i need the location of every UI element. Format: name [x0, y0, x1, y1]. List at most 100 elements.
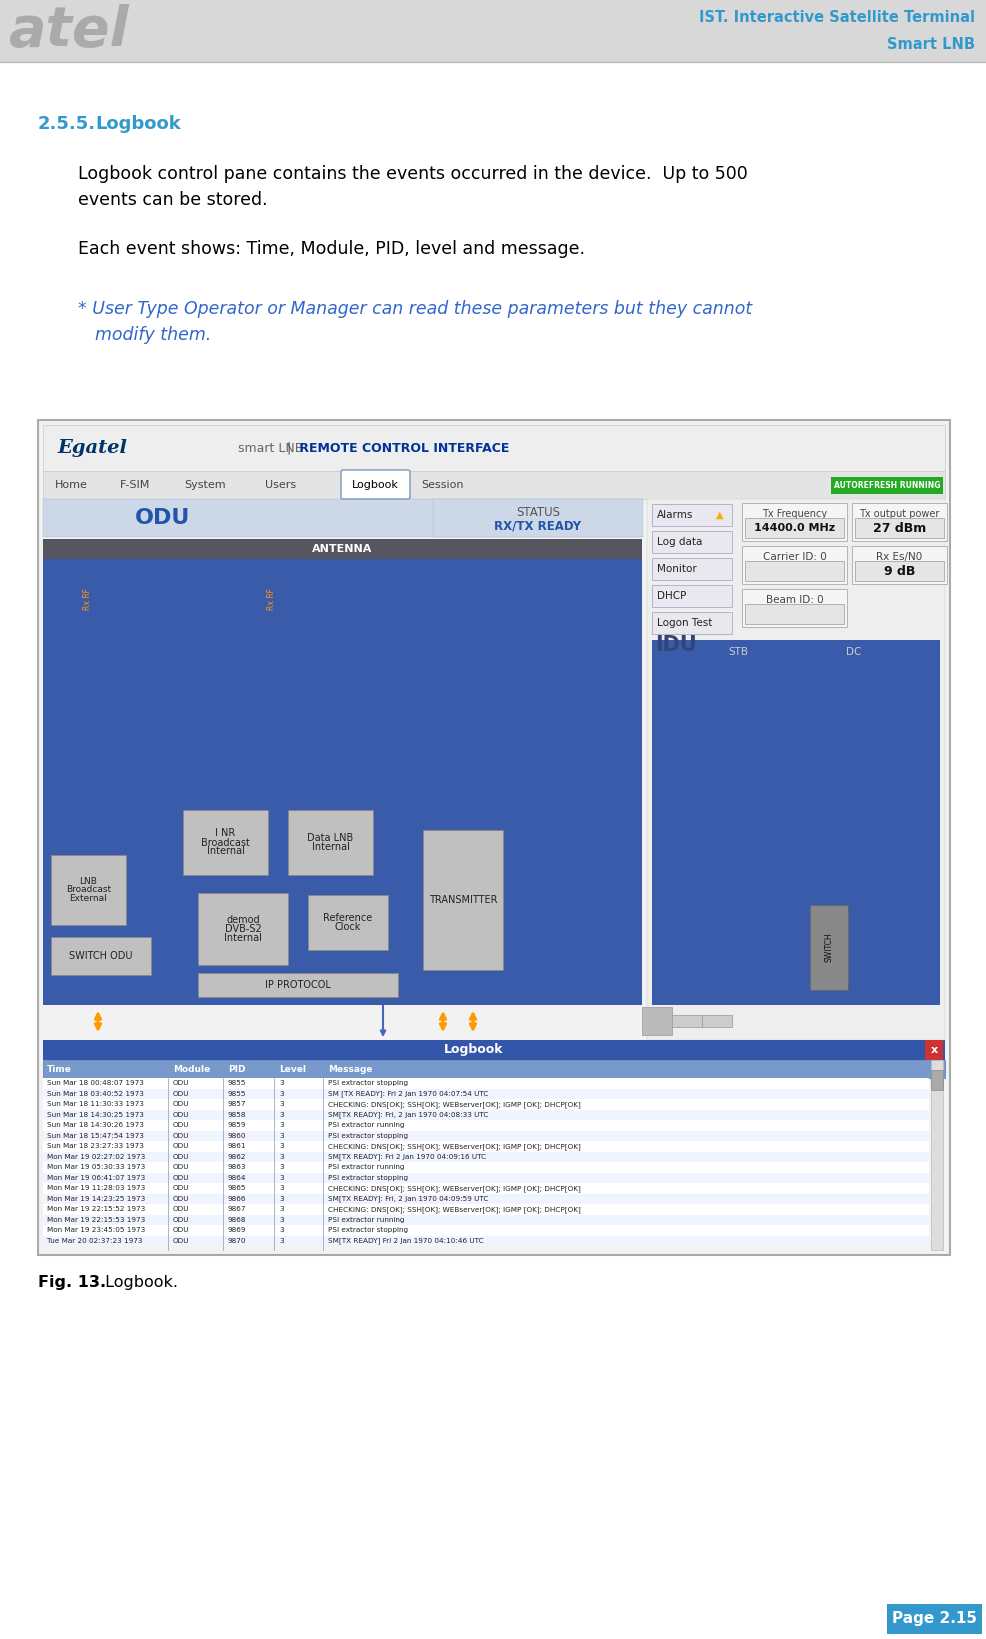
Bar — [43, 425, 944, 470]
Text: Home: Home — [54, 480, 88, 490]
Text: 9860: 9860 — [228, 1133, 246, 1139]
Text: ODU: ODU — [173, 1154, 189, 1160]
Text: ANTENNA: ANTENNA — [312, 544, 373, 554]
Bar — [43, 1131, 928, 1141]
Text: PSI extractor stopping: PSI extractor stopping — [327, 1228, 408, 1233]
Bar — [851, 503, 946, 541]
Text: SWITCH ODU: SWITCH ODU — [69, 951, 132, 960]
Text: Logbook: Logbook — [95, 115, 180, 133]
Text: demod: demod — [226, 915, 259, 924]
Bar — [652, 531, 732, 552]
Text: 9855: 9855 — [228, 1080, 246, 1087]
Bar — [43, 1205, 928, 1214]
Text: Sun Mar 18 14:30:25 1973: Sun Mar 18 14:30:25 1973 — [47, 1111, 144, 1118]
Text: Internal: Internal — [224, 933, 261, 942]
Bar — [652, 639, 939, 1005]
Text: Internal: Internal — [312, 842, 349, 852]
Text: 3: 3 — [279, 1090, 283, 1096]
Text: 3: 3 — [279, 1133, 283, 1139]
Text: 9865: 9865 — [228, 1185, 246, 1192]
Bar — [930, 1060, 942, 1251]
Text: DVB-S2: DVB-S2 — [225, 924, 261, 934]
Bar — [433, 498, 642, 538]
Text: Sun Mar 18 15:47:54 1973: Sun Mar 18 15:47:54 1973 — [47, 1133, 144, 1139]
Text: 3: 3 — [279, 1101, 283, 1108]
Text: Logbook: Logbook — [352, 480, 398, 490]
Bar — [198, 893, 288, 965]
Text: Mon Mar 19 23:45:05 1973: Mon Mar 19 23:45:05 1973 — [47, 1228, 145, 1233]
Text: 3: 3 — [279, 1196, 283, 1201]
Bar — [652, 585, 732, 606]
Bar — [851, 546, 946, 583]
Text: Tx output power: Tx output power — [859, 508, 939, 518]
Text: Internal: Internal — [206, 846, 245, 857]
Bar — [43, 1100, 928, 1110]
Text: REMOTE CONTROL INTERFACE: REMOTE CONTROL INTERFACE — [295, 441, 509, 454]
Bar — [43, 1214, 928, 1224]
Text: STATUS: STATUS — [516, 506, 559, 520]
Text: ODU: ODU — [173, 1206, 189, 1213]
Text: ODU: ODU — [173, 1196, 189, 1201]
Text: ▲: ▲ — [716, 510, 723, 520]
Text: 9868: 9868 — [228, 1216, 246, 1223]
Bar — [43, 1172, 928, 1183]
Bar — [43, 470, 944, 498]
Text: PSI extractor running: PSI extractor running — [327, 1123, 404, 1128]
Text: DHCP: DHCP — [657, 592, 685, 602]
Text: 9867: 9867 — [228, 1206, 246, 1213]
Text: SM[TX READY]: Fri, 2 Jan 1970 04:08:33 UTC: SM[TX READY]: Fri, 2 Jan 1970 04:08:33 U… — [327, 1111, 488, 1118]
Text: 3: 3 — [279, 1216, 283, 1223]
Bar — [43, 1152, 928, 1162]
Text: 2.5.5.: 2.5.5. — [38, 115, 96, 133]
Text: STB: STB — [728, 647, 747, 657]
Text: Users: Users — [265, 480, 296, 490]
Text: Sun Mar 18 14:30:26 1973: Sun Mar 18 14:30:26 1973 — [47, 1123, 144, 1128]
Text: 27 dBm: 27 dBm — [872, 521, 925, 534]
Text: IP PROTOCOL: IP PROTOCOL — [265, 980, 330, 990]
Text: events can be stored.: events can be stored. — [78, 192, 267, 210]
Text: ODU: ODU — [173, 1090, 189, 1096]
Bar — [0, 0, 986, 62]
Text: PSI extractor stopping: PSI extractor stopping — [327, 1175, 408, 1180]
Bar — [43, 1060, 944, 1078]
Bar — [43, 1183, 928, 1193]
Text: 9858: 9858 — [228, 1111, 246, 1118]
Bar — [671, 1015, 701, 1028]
Text: Logon Test: Logon Test — [657, 618, 712, 628]
Text: ODU: ODU — [173, 1111, 189, 1118]
Text: PID: PID — [228, 1064, 246, 1074]
Text: CHECKING: DNS[OK]; SSH[OK]; WEBserver[OK]; IGMP [OK]; DHCP[OK]: CHECKING: DNS[OK]; SSH[OK]; WEBserver[OK… — [327, 1185, 580, 1192]
Text: ODU: ODU — [135, 508, 190, 528]
Bar — [43, 1119, 928, 1131]
Text: ODU: ODU — [173, 1080, 189, 1087]
Text: SM[TX READY]: Fri 2 Jan 1970 04:09:16 UTC: SM[TX READY]: Fri 2 Jan 1970 04:09:16 UT… — [327, 1154, 486, 1160]
Text: Logbook control pane contains the events occurred in the device.  Up to 500: Logbook control pane contains the events… — [78, 166, 747, 184]
Text: Mon Mar 19 22:15:53 1973: Mon Mar 19 22:15:53 1973 — [47, 1216, 145, 1223]
Text: Sun Mar 18 03:40:52 1973: Sun Mar 18 03:40:52 1973 — [47, 1090, 144, 1096]
Text: |: | — [286, 441, 290, 454]
Text: ODU: ODU — [173, 1175, 189, 1180]
Text: Mon Mar 19 11:28:03 1973: Mon Mar 19 11:28:03 1973 — [47, 1185, 145, 1192]
Bar — [43, 1224, 928, 1236]
Text: 9864: 9864 — [228, 1175, 246, 1180]
Bar — [924, 1041, 942, 1060]
Text: Broadcast: Broadcast — [66, 885, 111, 895]
Text: Fig. 13.: Fig. 13. — [38, 1275, 106, 1290]
Bar — [830, 477, 942, 493]
Text: ODU: ODU — [173, 1123, 189, 1128]
Bar — [43, 539, 641, 559]
Bar — [701, 1015, 732, 1028]
Text: ODU: ODU — [173, 1185, 189, 1192]
Text: Tx Frequency: Tx Frequency — [761, 508, 826, 518]
Text: 14400.0 MHz: 14400.0 MHz — [753, 523, 834, 533]
Text: Each event shows: Time, Module, PID, level and message.: Each event shows: Time, Module, PID, lev… — [78, 239, 585, 257]
Text: IST. Interactive Satellite Terminal: IST. Interactive Satellite Terminal — [698, 10, 974, 25]
Text: PSI extractor running: PSI extractor running — [327, 1164, 404, 1170]
Text: Mon Mar 19 06:41:07 1973: Mon Mar 19 06:41:07 1973 — [47, 1175, 145, 1180]
Text: x: x — [930, 1046, 937, 1056]
Text: Mon Mar 19 14:23:25 1973: Mon Mar 19 14:23:25 1973 — [47, 1196, 145, 1201]
Text: CHECKING: DNS[OK]; SSH[OK]; WEBserver[OK]; IGMP [OK]; DHCP[OK]: CHECKING: DNS[OK]; SSH[OK]; WEBserver[OK… — [327, 1206, 580, 1213]
Text: Rx RF: Rx RF — [266, 588, 275, 610]
Bar — [43, 1236, 928, 1246]
Text: 3: 3 — [279, 1237, 283, 1244]
